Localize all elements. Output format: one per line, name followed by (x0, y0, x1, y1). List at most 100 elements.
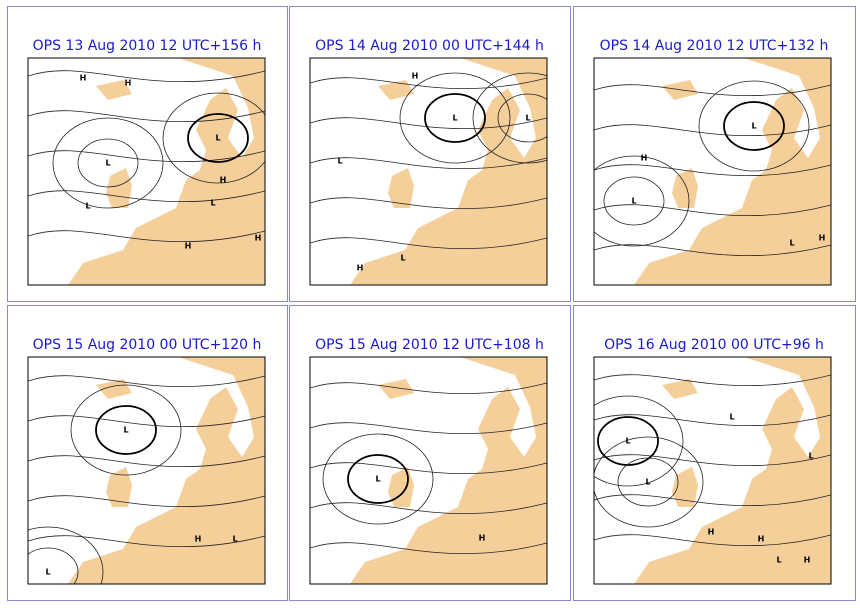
pressure-label: L (645, 478, 650, 487)
map-content: L L L H H L H L (594, 357, 831, 584)
pressure-label: L (625, 437, 630, 446)
map-content: L H L L H (594, 58, 831, 285)
isobar (399, 72, 511, 164)
isobar (310, 422, 547, 434)
isobar (28, 70, 265, 82)
isobar (70, 384, 182, 476)
pressure-label: H (255, 234, 262, 243)
pressure-label: H (708, 528, 715, 537)
isobar (28, 455, 265, 467)
isobar (77, 138, 139, 188)
panel-border (573, 6, 856, 302)
pressure-label: L (400, 254, 405, 263)
pressure-label: H (819, 234, 826, 243)
panel-border (573, 305, 856, 601)
pressure-label: H (804, 556, 811, 565)
pressure-label: L (375, 475, 380, 484)
isobar (28, 415, 265, 427)
map-content: LH (310, 357, 547, 584)
panel-border (289, 305, 571, 601)
panel-border (7, 6, 288, 302)
pressure-label: H (220, 176, 227, 185)
map: L L H L (27, 356, 266, 585)
panel-border (289, 6, 571, 302)
pressure-label: L (751, 122, 756, 131)
isobar (28, 495, 265, 507)
pressure-label: L (232, 535, 237, 544)
map-frame (27, 356, 266, 585)
map-panel: OPS 15 Aug 2010 12 UTC+108 h LH (289, 305, 571, 601)
isobar (424, 93, 486, 143)
map-panel: OPS 14 Aug 2010 00 UTC+144 h H L L L H L (289, 6, 571, 302)
map-frame (27, 57, 266, 286)
map-content: H L L L H L (310, 58, 547, 285)
isobar (497, 93, 547, 143)
isobar (310, 157, 547, 169)
pressure-label: H (357, 264, 364, 273)
map-frame (593, 57, 832, 286)
isobar (594, 204, 831, 216)
isobar (28, 547, 79, 584)
map-frame (309, 356, 548, 585)
pressure-label: H (195, 535, 202, 544)
isobar (28, 150, 265, 162)
isobar (594, 454, 831, 466)
pressure-label: H (758, 535, 765, 544)
isobar (310, 382, 547, 394)
panel-title: OPS 14 Aug 2010 12 UTC+132 h (600, 38, 829, 54)
isobar (310, 542, 547, 554)
map-content: H H L L L H L H H (28, 58, 265, 285)
isobar (28, 526, 104, 584)
isobar (594, 395, 684, 487)
isobar (187, 113, 249, 163)
isobar (594, 84, 831, 96)
isobar (28, 110, 265, 122)
isobar (28, 190, 265, 202)
isobar (310, 462, 547, 474)
pressure-label: H (125, 79, 132, 88)
pressure-label: L (789, 239, 794, 248)
pressure-label: H (80, 74, 87, 83)
pressure-label: L (123, 426, 128, 435)
isobar (347, 454, 409, 504)
map-panel: OPS 14 Aug 2010 12 UTC+132 h L H L L H (573, 6, 856, 302)
pressure-label: L (808, 452, 813, 461)
isobar (472, 72, 547, 164)
panel-title: OPS 15 Aug 2010 12 UTC+108 h (315, 337, 544, 353)
map: H L L L H L (309, 57, 548, 286)
map-frame (309, 57, 548, 286)
isobar (698, 80, 810, 172)
pressure-label: L (45, 568, 50, 577)
panel-title: OPS 15 Aug 2010 00 UTC+120 h (33, 337, 262, 353)
map: LH (309, 356, 548, 585)
isobar (162, 92, 265, 184)
isobar (594, 494, 831, 506)
isobar (594, 436, 704, 528)
isobar (28, 535, 265, 547)
panel-title: OPS 13 Aug 2010 12 UTC+156 h (33, 38, 262, 54)
panel-title: OPS 14 Aug 2010 00 UTC+144 h (315, 38, 544, 54)
pressure-label: L (337, 157, 342, 166)
pressure-label: L (215, 134, 220, 143)
isobar (594, 124, 831, 136)
pressure-label: L (85, 202, 90, 211)
isobar (594, 164, 831, 176)
isobar (310, 237, 547, 249)
map-panel: OPS 16 Aug 2010 00 UTC+96 h L L L H H L H L (573, 305, 856, 601)
pressure-label: L (729, 413, 734, 422)
pressure-label: H (412, 72, 419, 81)
isobar (310, 77, 547, 89)
isobar (723, 101, 785, 151)
isobar (310, 502, 547, 514)
pressure-label: L (105, 159, 110, 168)
pressure-label: L (776, 556, 781, 565)
map: H H L L L H L H H (27, 57, 266, 286)
pressure-label: L (525, 114, 530, 123)
map-frame (593, 356, 832, 585)
isobar (95, 405, 157, 455)
pressure-label: L (631, 197, 636, 206)
map: L L L H H L H L (593, 356, 832, 585)
isobar (310, 117, 547, 129)
